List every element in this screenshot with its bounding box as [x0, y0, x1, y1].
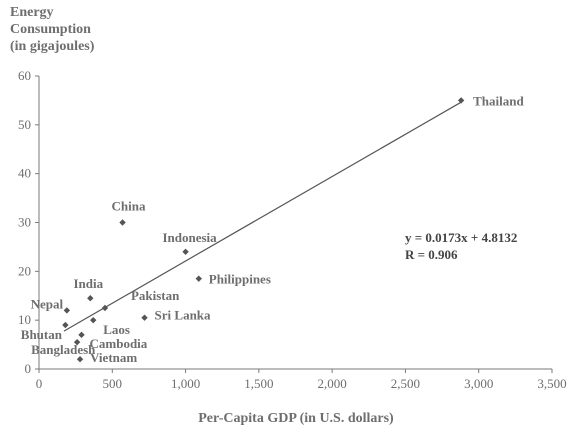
y-tick-label: 40 [18, 166, 31, 181]
point-label: Bhutan [21, 327, 63, 342]
point-label: Vietnam [90, 350, 137, 365]
x-tick-label: 2,000 [318, 376, 347, 391]
y-tick-label: 20 [18, 263, 31, 278]
data-point [90, 316, 97, 324]
point-label: Thailand [473, 93, 524, 108]
regression-annotation: y = 0.0173x + 4.8132 R = 0.906 [405, 230, 517, 262]
y-axis-title: Energy Consumption (in gigajoules) [10, 5, 95, 54]
point-label: Bangladesh [31, 342, 96, 357]
data-point [195, 275, 202, 282]
regression-equation: y = 0.0173x + 4.8132 [405, 230, 517, 245]
y-tick-label: 60 [18, 68, 31, 83]
point-label: Philippines [209, 272, 271, 287]
data-point [63, 307, 71, 314]
data-point [78, 331, 85, 339]
x-tick-label: 3,000 [464, 376, 493, 391]
trendline [63, 101, 462, 332]
point-label: Sri Lanka [155, 308, 211, 323]
data-points [62, 97, 465, 363]
y-axis-title-line-3: (in gigajoules) [10, 39, 95, 54]
point-label: Laos [103, 322, 130, 337]
point-label: Pakistan [131, 288, 180, 303]
point-label: Cambodia [90, 336, 148, 351]
y-axis-title-line-2: Consumption [10, 22, 91, 37]
x-tick-label: 3,500 [537, 376, 566, 391]
data-point [76, 356, 84, 363]
data-point [182, 248, 189, 255]
x-tick-label: 1,000 [171, 376, 200, 391]
data-point [62, 321, 69, 329]
data-point [141, 314, 148, 321]
point-label: India [73, 276, 103, 291]
y-tick-label: 30 [18, 215, 31, 230]
point-label: Indonesia [162, 230, 217, 245]
x-tick-label: 2,500 [391, 376, 420, 391]
x-tick-label: 500 [103, 376, 123, 391]
y-axis-title-line-1: Energy [10, 5, 54, 20]
point-labels: Thailand China Indonesia Philippines India Pa… [21, 93, 525, 365]
data-point [73, 338, 81, 346]
data-point [101, 304, 109, 312]
y-tick-label: 10 [18, 312, 31, 327]
x-ticks: 0 500 1,000 1,500 2,000 2,500 3,000 3,500 [36, 369, 567, 391]
point-label: Nepal [31, 296, 64, 311]
y-tick-label: 0 [25, 361, 32, 376]
y-tick-label: 50 [18, 117, 31, 132]
data-point [119, 219, 126, 226]
point-label: China [112, 199, 146, 214]
y-ticks: 0 10 20 30 40 50 60 [18, 68, 39, 376]
data-point [87, 294, 94, 302]
data-point [457, 97, 465, 104]
x-tick-label: 0 [36, 376, 43, 391]
x-axis-title: Per-Capita GDP (in U.S. dollars) [198, 411, 394, 426]
x-tick-label: 1,500 [244, 376, 273, 391]
regression-r-value: R = 0.906 [405, 247, 458, 262]
